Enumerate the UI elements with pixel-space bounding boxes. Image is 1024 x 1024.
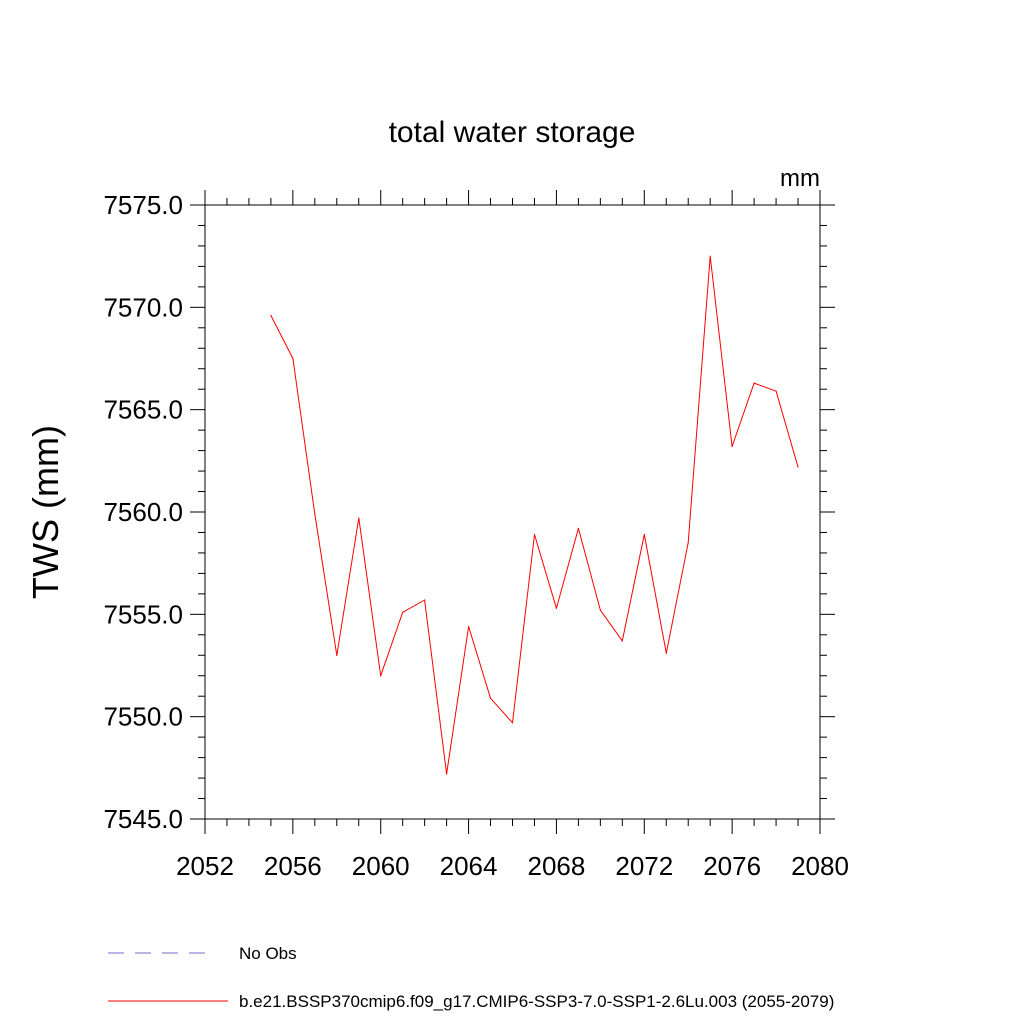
y-tick-label: 7570.0 (103, 292, 183, 322)
legend-label-model-run: b.e21.BSSP370cmip6.f09_g17.CMIP6-SSP3-7.… (239, 992, 834, 1011)
y-tick-label: 7560.0 (103, 497, 183, 527)
legend: No Obs b.e21.BSSP370cmip6.f09_g17.CMIP6-… (108, 944, 834, 1011)
x-tick-label: 2056 (264, 851, 322, 881)
data-point (380, 675, 382, 677)
data-point (489, 697, 492, 699)
data-point (753, 382, 755, 384)
y-tick-labels: 7545.0 7550.0 7555.0 7560.0 7565.0 7570.0 7575… (103, 190, 183, 834)
y-tick-label: 7545.0 (103, 804, 183, 834)
y-tick-label: 7565.0 (103, 395, 183, 425)
data-point (358, 517, 360, 519)
data-point (599, 609, 601, 611)
x-tick-labels: 2052 2056 2060 2064 2068 2072 2076 2080 (176, 851, 849, 881)
plot-frame (204, 204, 821, 820)
data-point (797, 466, 799, 468)
x-tick-label: 2064 (440, 851, 498, 881)
data-point (533, 533, 536, 536)
series-line-1 (270, 255, 799, 775)
data-point (577, 527, 579, 529)
y-tick-label: 7575.0 (103, 190, 183, 220)
minor-ticks (198, 198, 827, 826)
data-point (709, 255, 711, 257)
data-point (621, 640, 623, 642)
units-label: mm (780, 165, 820, 192)
legend-label-no-obs: No Obs (239, 944, 297, 963)
data-point (511, 722, 514, 724)
y-tick-label: 7555.0 (103, 599, 183, 629)
data-point (336, 654, 338, 656)
data-point (402, 611, 404, 613)
chart-title: total water storage (389, 116, 636, 149)
x-tick-label: 2060 (352, 851, 410, 881)
data-point (555, 607, 558, 609)
y-axis-label: TWS (mm) (25, 425, 66, 599)
major-ticks (190, 190, 835, 834)
data-point (292, 357, 294, 360)
x-tick-label: 2072 (615, 851, 673, 881)
x-tick-label: 2076 (703, 851, 761, 881)
x-tick-label: 2052 (176, 851, 234, 881)
data-point (270, 314, 272, 317)
y-tick-label: 7550.0 (103, 702, 183, 732)
data-point (314, 513, 316, 515)
data-point (467, 626, 470, 628)
data-point (643, 533, 645, 536)
x-tick-label: 2080 (791, 851, 849, 881)
data-point (731, 445, 733, 448)
data-point (424, 599, 426, 601)
x-tick-label: 2068 (528, 851, 586, 881)
data-point (775, 390, 777, 392)
series-layer (270, 255, 799, 775)
data-point (687, 542, 689, 544)
data-point (446, 773, 448, 775)
data-point (665, 652, 667, 654)
